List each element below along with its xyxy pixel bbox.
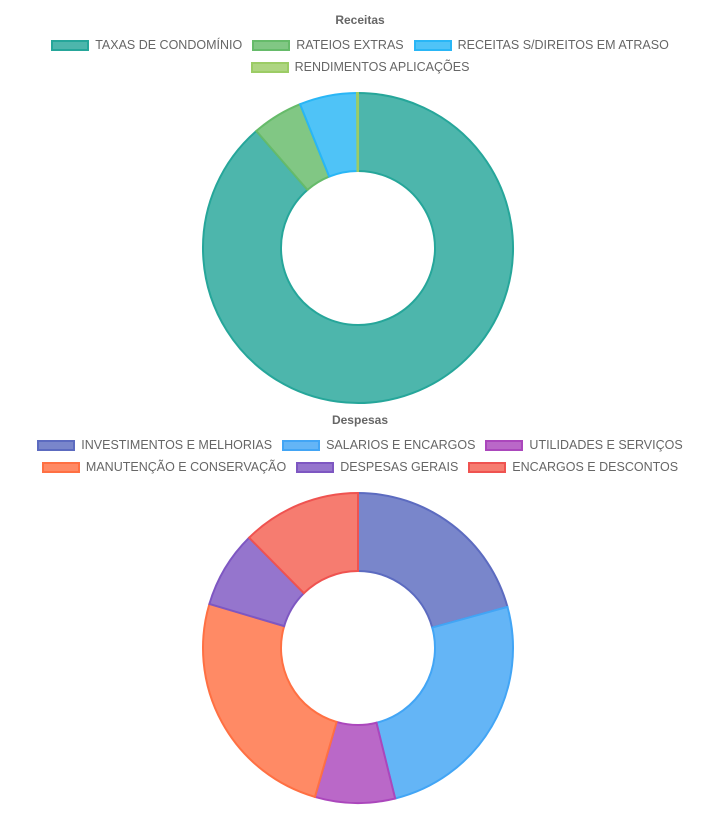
chart-receitas: Receitas TAXAS DE CONDOMÍNIO RATEIOS EXTR… bbox=[0, 0, 720, 404]
chart-title: Receitas bbox=[335, 13, 385, 27]
donut-chart-despesas bbox=[202, 491, 514, 804]
legend-item-manutencao-e-conservacao[interactable]: MANUTENÇÃO E CONSERVAÇÃO bbox=[41, 456, 287, 478]
legend-swatch bbox=[485, 439, 524, 451]
slice-salarios-e-encargos[interactable] bbox=[375, 605, 514, 800]
slice-manutencao-e-conservacao[interactable] bbox=[202, 602, 338, 799]
legend-swatch bbox=[282, 439, 321, 451]
legend-item-receitas-s-direitos-em-atraso[interactable]: RECEITAS S/DIREITOS EM ATRASO bbox=[413, 34, 669, 56]
legend-swatch bbox=[37, 439, 76, 451]
chart-despesas: Despesas INVESTIMENTOS E MELHORIAS SALARI… bbox=[0, 400, 720, 831]
legend-item-encargos-e-descontos[interactable]: ENCARGOS E DESCONTOS bbox=[468, 456, 678, 478]
legend-label: INVESTIMENTOS E MELHORIAS bbox=[81, 438, 273, 452]
legend-item-salarios-e-encargos[interactable]: SALARIOS E ENCARGOS bbox=[282, 434, 475, 456]
legend-swatch bbox=[468, 461, 507, 473]
legend: INVESTIMENTOS E MELHORIAS SALARIOS E ENCA… bbox=[20, 434, 700, 478]
chart-title: Despesas bbox=[331, 413, 389, 427]
slice-taxas-de-condominio[interactable] bbox=[202, 91, 514, 404]
legend-label: RATEIOS EXTRAS bbox=[296, 38, 404, 52]
legend-swatch bbox=[252, 39, 291, 51]
legend-item-utilidades-e-servicos[interactable]: UTILIDADES E SERVIÇOS bbox=[485, 434, 683, 456]
legend: TAXAS DE CONDOMÍNIO RATEIOS EXTRAS RECEITA… bbox=[40, 34, 680, 78]
legend-label: DESPESAS GERAIS bbox=[340, 460, 459, 474]
legend-label: RECEITAS S/DIREITOS EM ATRASO bbox=[457, 38, 669, 52]
legend-label: MANUTENÇÃO E CONSERVAÇÃO bbox=[85, 460, 287, 474]
legend-label: ENCARGOS E DESCONTOS bbox=[512, 460, 679, 474]
legend-label: RENDIMENTOS APLICAÇÕES bbox=[294, 60, 470, 74]
legend-item-taxas-de-condominio[interactable]: TAXAS DE CONDOMÍNIO bbox=[51, 34, 242, 56]
legend-label: UTILIDADES E SERVIÇOS bbox=[529, 438, 683, 452]
legend-swatch bbox=[51, 39, 90, 51]
legend-label: SALARIOS E ENCARGOS bbox=[326, 438, 476, 452]
legend-item-rendimentos-aplicacoes[interactable]: RENDIMENTOS APLICAÇÕES bbox=[250, 56, 470, 78]
legend-item-investimentos-e-melhorias[interactable]: INVESTIMENTOS E MELHORIAS bbox=[37, 434, 272, 456]
legend-label: TAXAS DE CONDOMÍNIO bbox=[95, 38, 243, 52]
slice-encargos-e-descontos[interactable] bbox=[247, 491, 359, 595]
slice-investimentos-e-melhorias[interactable] bbox=[357, 491, 509, 629]
donut-chart-receitas bbox=[202, 91, 514, 404]
legend-item-despesas-gerais[interactable]: DESPESAS GERAIS bbox=[296, 456, 458, 478]
legend-swatch bbox=[413, 39, 452, 51]
legend-swatch bbox=[250, 61, 289, 73]
legend-item-rateios-extras[interactable]: RATEIOS EXTRAS bbox=[252, 34, 404, 56]
legend-swatch bbox=[296, 461, 335, 473]
slice-rendimentos-aplicacoes[interactable] bbox=[356, 91, 359, 173]
legend-swatch bbox=[41, 461, 80, 473]
